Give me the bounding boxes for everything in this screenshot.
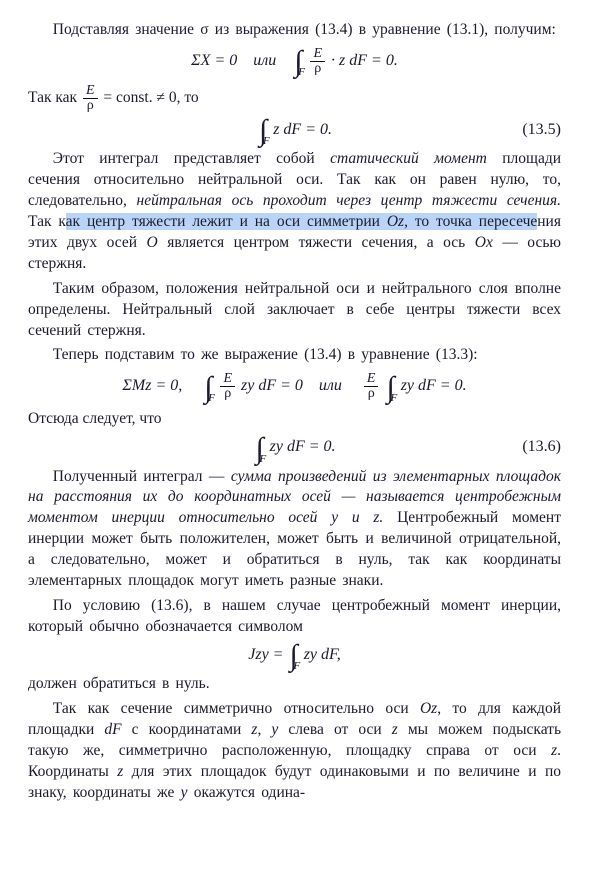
eq2-body: z dF = 0.: [273, 121, 332, 138]
paragraph-2: Так как E ρ = const. ≠ 0, то: [28, 84, 561, 113]
paragraph-5: Теперь подставим то же выражение (13.4) …: [28, 345, 561, 366]
para10-d: ,: [257, 721, 271, 738]
para3-b: статический момент: [330, 150, 487, 167]
para3-hl-oz: Oz: [387, 213, 404, 230]
eq1-frac-den: ρ: [310, 62, 325, 76]
paragraph-10: Так как сечение симметрично относительно…: [28, 699, 561, 804]
eq3-frac2-num: E: [364, 372, 379, 387]
equation-5: Jzy = ∫F zy dF,: [28, 644, 561, 666]
eq4-tag: (13.6): [522, 437, 561, 459]
eq1-int-limit: F: [298, 65, 305, 80]
eq4-body: zy dF = 0.: [270, 438, 336, 455]
para3-hl-b: , то точка пересече: [404, 213, 537, 230]
equation-2: ∫F z dF = 0. (13.5): [28, 119, 561, 141]
para10-dF: dF: [104, 721, 121, 738]
paragraph-8: По условию (13.6), в нашем случае центро…: [28, 596, 561, 638]
eq1-tail: · z dF = 0.: [331, 52, 398, 69]
equation-1: ΣX = 0 или ∫F E ρ · z dF = 0.: [28, 47, 561, 76]
eq5-left: Jzy =: [248, 646, 283, 663]
eq3-frac1-num: E: [220, 372, 235, 387]
eq1-left: ΣX = 0 или: [191, 52, 276, 69]
eq3-frac2-den: ρ: [364, 387, 379, 401]
para3-d: нейтральная ось проходит через центр тяж…: [137, 192, 561, 209]
eq5-int-limit: F: [293, 659, 300, 674]
para10-Oz: Oz: [420, 700, 437, 717]
highlighted-text-1: ак центр тяжести лежит и на оси симметри…: [66, 213, 538, 230]
eq2-integral: ∫F: [259, 119, 267, 141]
para10-c: с координатами: [122, 721, 252, 738]
eq1-fraction: E ρ: [310, 47, 325, 76]
eq3-integral-2: ∫F: [386, 376, 394, 398]
paragraph-1: Подставляя значение σ из выражения (13.4…: [28, 20, 561, 41]
paragraph-6: Отсюда следует, что: [28, 409, 561, 430]
eq1-integral: ∫F: [294, 51, 302, 73]
para2-frac-den: ρ: [83, 99, 98, 113]
paragraph-9: должен обратиться в нуль.: [28, 674, 561, 695]
para3-hl-a: ак центр тяжести лежит и на оси симметри…: [66, 213, 387, 230]
para3-g: является центром тяжести сечения, а ось: [158, 234, 475, 251]
eq3-left: ΣMz = 0,: [122, 378, 198, 395]
para7-a: Полученный интеграл —: [53, 468, 231, 485]
para2-a: Так как: [28, 89, 81, 106]
paragraph-4: Таким образом, положения нейтральной оси…: [28, 279, 561, 342]
equation-3: ΣMz = 0, ∫F E ρ zy dF = 0 или E ρ ∫F zy …: [28, 372, 561, 401]
para3-Ox: Ox: [475, 234, 493, 251]
para2-fraction: E ρ: [83, 84, 98, 113]
eq2-tag: (13.5): [522, 119, 561, 141]
eq3-int2-limit: F: [390, 391, 397, 406]
para3-a: Этот интеграл представляет собой: [53, 150, 330, 167]
paragraph-7: Полученный интеграл — сумма произведений…: [28, 467, 561, 593]
eq3-tail: zy dF = 0.: [401, 378, 467, 395]
eq3-frac1-den: ρ: [220, 387, 235, 401]
para10-a: Так как сечение симметрично относительно…: [53, 700, 420, 717]
eq2-int-limit: F: [263, 134, 270, 149]
eq5-integral: ∫F: [289, 644, 297, 666]
eq5-body: zy dF,: [304, 646, 341, 663]
eq3-fraction-2: E ρ: [364, 372, 379, 401]
para10-i: окажутся одина-: [188, 784, 306, 801]
para10-e: слева от оси: [278, 721, 391, 738]
para10-y2: y: [181, 784, 188, 801]
eq4-int-limit: F: [259, 452, 266, 467]
paragraph-3: Этот интеграл представляет собой статиче…: [28, 149, 561, 275]
eq3-fraction-1: E ρ: [220, 372, 235, 401]
eq1-frac-num: E: [310, 47, 325, 62]
para3-e: Так к: [28, 213, 66, 230]
equation-4: ∫F zy dF = 0. (13.6): [28, 436, 561, 458]
para2-b: = const. ≠ 0, то: [103, 89, 198, 106]
para2-frac-num: E: [83, 84, 98, 99]
para3-O: O: [147, 234, 158, 251]
eq3-int1-limit: F: [208, 391, 215, 406]
eq3-integral-1: ∫F: [204, 376, 212, 398]
eq3-mid: zy dF = 0 или: [241, 378, 358, 395]
eq4-integral: ∫F: [255, 437, 263, 459]
